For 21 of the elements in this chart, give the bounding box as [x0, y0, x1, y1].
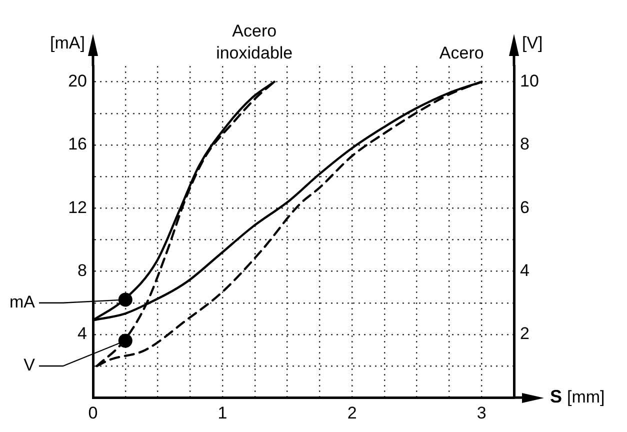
- y2-tick-label: 2: [520, 324, 530, 344]
- y2-tick-label: 6: [520, 198, 530, 217]
- y2-tick-label: 8: [520, 134, 530, 154]
- annotation: mA: [10, 292, 36, 312]
- y-tick-label: 8: [78, 260, 87, 280]
- x-tick-label: 1: [218, 403, 228, 422]
- annotation: Acero inoxidable: [216, 22, 293, 63]
- y-axis-title: [mA]: [50, 34, 85, 53]
- y-tick-label: 12: [68, 198, 87, 217]
- x-tick-label: 3: [476, 403, 486, 422]
- x-axis-title: S [mm]: [550, 386, 605, 407]
- x-tick-label: 2: [347, 403, 357, 422]
- annotation: Acero: [439, 44, 484, 63]
- y-tick-label: 20: [68, 71, 87, 90]
- x-tick-label: 0: [88, 403, 98, 422]
- y2-tick-label: 10: [520, 71, 539, 90]
- y-tick-label: 4: [78, 324, 87, 344]
- annotation: V: [24, 356, 36, 375]
- y2-tick-label: 4: [520, 260, 530, 280]
- y-tick-label: 16: [68, 134, 87, 154]
- y2-axis-title: [V]: [522, 34, 543, 53]
